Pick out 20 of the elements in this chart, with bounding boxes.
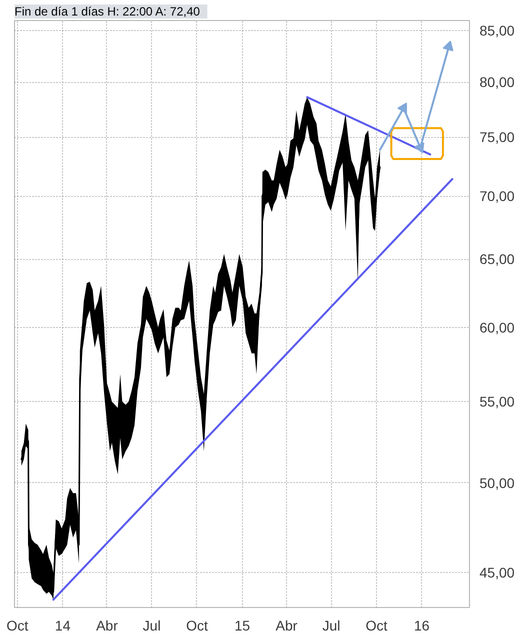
x-tick-label: Jul	[322, 618, 340, 634]
x-tick-label: Oct	[6, 618, 28, 634]
y-tick-label: 75,00	[480, 129, 515, 146]
y-tick-label: 80,00	[480, 74, 515, 90]
x-tick-label: Jul	[142, 618, 161, 634]
x-tick-label: 16	[414, 618, 430, 634]
y-tick-label: 65,00	[480, 251, 515, 268]
chart-title: Fin de día 1 días H: 22:00 A: 72,40	[14, 4, 200, 18]
x-tick-label: Oct	[186, 618, 208, 634]
y-tick-label: 85,00	[480, 22, 515, 38]
y-tick-label: 60,00	[480, 319, 515, 336]
y-tick-label: 70,00	[480, 188, 515, 204]
x-tick-label: 14	[54, 618, 71, 634]
y-tick-label: 55,00	[480, 394, 515, 410]
y-tick-label: 45,00	[480, 564, 515, 581]
x-tick-label: 15	[234, 618, 250, 634]
y-tick-label: 50,00	[480, 474, 515, 491]
x-tick-label: Abr	[276, 618, 298, 634]
x-tick-label: Abr	[96, 618, 118, 634]
x-tick-label: Oct	[366, 618, 388, 634]
